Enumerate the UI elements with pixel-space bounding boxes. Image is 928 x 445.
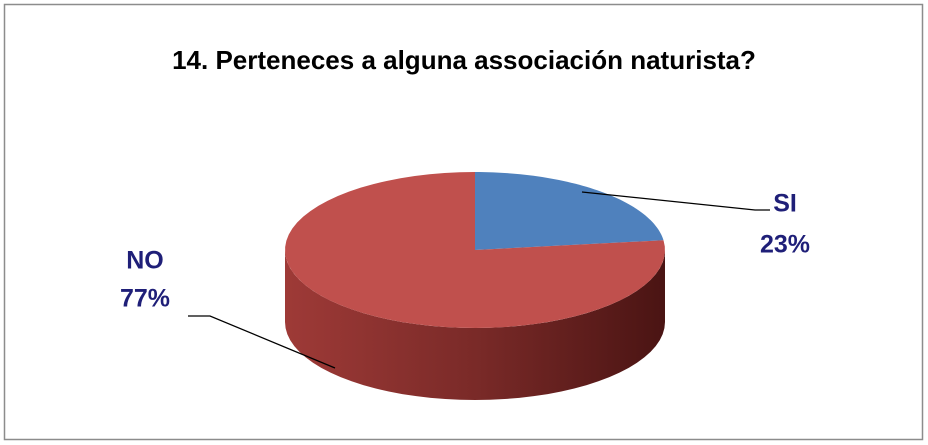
pie-slice-side xyxy=(285,250,665,400)
slice-value-label: 77% xyxy=(120,285,170,313)
pie-slice xyxy=(285,172,665,328)
pie-slice xyxy=(475,172,664,250)
leader-line xyxy=(581,191,770,211)
chart-title: 14. Perteneces a alguna associación natu… xyxy=(172,45,756,75)
leader-line xyxy=(188,315,336,369)
slice-value-label: 23% xyxy=(760,231,810,259)
slice-label: NO xyxy=(126,247,164,275)
slice-label: SI xyxy=(773,190,797,218)
